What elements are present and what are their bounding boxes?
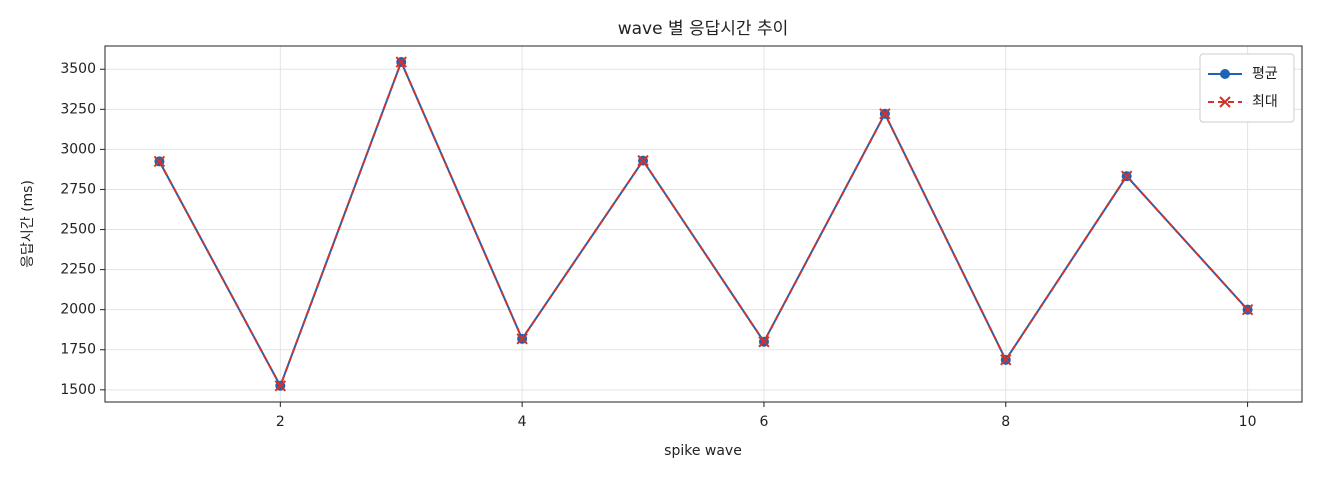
point [637,154,649,167]
legend-marker [1220,69,1230,79]
chart-title: wave 별 응답시간 추이 [618,19,789,39]
y-tick-label: 2000 [60,302,96,318]
x-tick-label: 4 [518,414,527,430]
plot-frame [104,45,1303,403]
point [395,56,407,68]
y-tick-label: 3000 [60,141,96,157]
point [153,155,166,168]
point [516,333,528,345]
point [758,336,770,348]
series-line [158,59,1249,389]
y-tick-label: 3250 [60,101,96,117]
x-tick-label: 10 [1239,414,1257,430]
y-tick-label: 3500 [60,61,96,77]
point [274,380,287,392]
x-tick-label: 6 [759,414,768,430]
point [879,108,891,120]
point [1120,170,1133,182]
y-tick-label: 1750 [60,342,96,358]
legend-marker [1219,96,1231,108]
series-line [158,59,1249,389]
y-tick-label: 2750 [60,181,96,197]
point [1241,303,1254,316]
y-tick-label: 2250 [60,262,96,278]
legend-box [1199,53,1295,123]
point [1000,354,1012,366]
legend-label: 최대 [1252,94,1278,110]
y-axis-label: 응답시간 (ms) [20,180,36,268]
y-tick-label: 2500 [60,222,96,238]
x-tick-label: 8 [1001,414,1010,430]
y-tick-label: 1500 [60,382,96,398]
x-tick-label: 2 [276,414,285,430]
legend-label: 평균 [1252,66,1278,82]
x-axis-label: spike wave [664,443,742,459]
